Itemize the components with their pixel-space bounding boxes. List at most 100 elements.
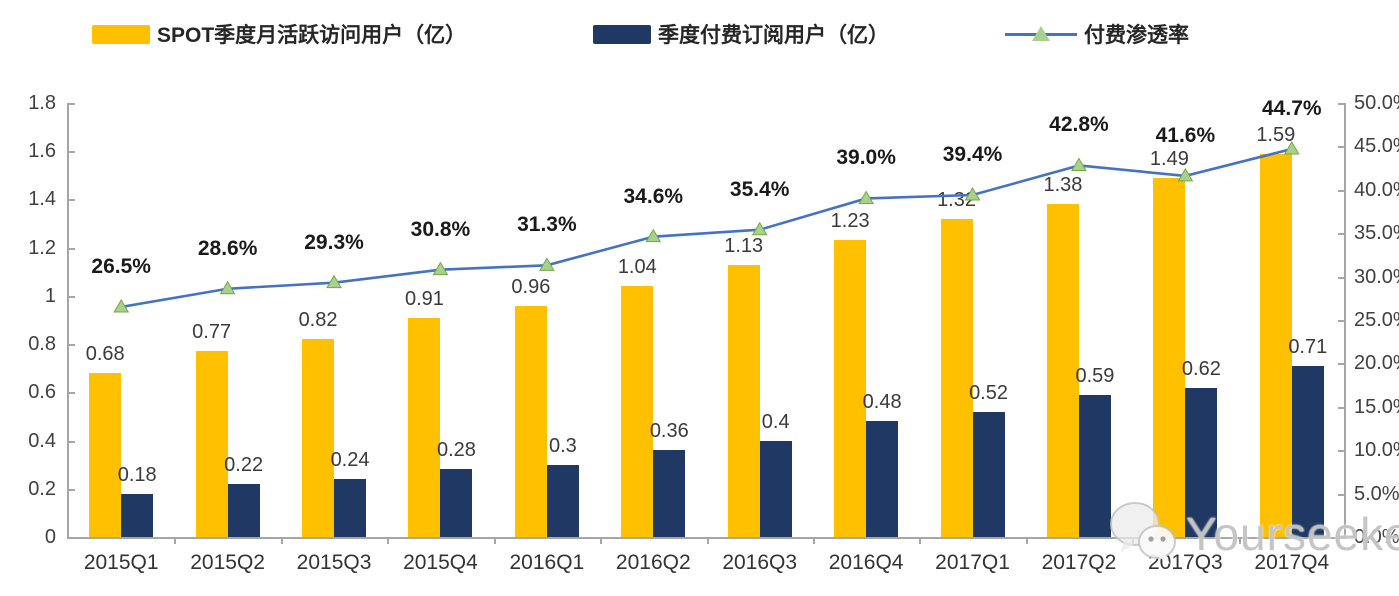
bar-label-mau: 1.13: [724, 234, 764, 257]
x-axis-category-label: 2015Q3: [296, 551, 372, 574]
x-axis-category-label: 2016Q2: [615, 551, 691, 574]
bar-mau: [940, 218, 973, 537]
right-axis-tick-label: 35.0%: [1354, 222, 1399, 245]
penetration-line-path: [120, 147, 1293, 309]
bar-subscribers: [653, 450, 686, 537]
legend-item-subscribers: 季度付费订阅用户（亿）: [593, 22, 889, 47]
triangle-marker-icon: [858, 190, 874, 204]
penetration-point-label: 44.7%: [1262, 97, 1322, 120]
penetration-point-label: 35.4%: [729, 177, 790, 201]
right-axis-tick: [1338, 493, 1345, 496]
bar-label-mau: 1.38: [1043, 174, 1083, 197]
right-axis-tick: [1338, 320, 1345, 322]
penetration-point-label: 28.6%: [197, 236, 258, 260]
bar-mau: [195, 351, 228, 537]
legend-label-mau: SPOT季度月活跃访问用户（亿）: [157, 24, 467, 47]
legend-label-subscribers: 季度付费订阅用户（亿）: [658, 24, 889, 47]
left-axis-tick-label: 1.6: [28, 140, 56, 163]
triangle-marker-icon: [432, 261, 449, 276]
left-axis-tick-label: 0.2: [28, 477, 56, 500]
triangle-marker-icon: [539, 257, 555, 271]
penetration-point-label: 26.5%: [91, 254, 151, 278]
left-axis-tick-label: 0.6: [28, 381, 56, 404]
penetration-point-label: 30.8%: [410, 217, 471, 241]
x-axis-tick: [280, 537, 283, 544]
legend-line-marker: [1005, 22, 1077, 46]
bar-label-subscribers: 0.48: [862, 391, 902, 414]
legend-swatch-subscribers: [593, 24, 651, 44]
left-axis-tick-label: 1.4: [28, 188, 56, 211]
triangle-marker-icon: [964, 187, 981, 201]
bar-mau: [1046, 204, 1079, 537]
bar-subscribers: [1291, 365, 1324, 537]
penetration-point-label: 41.6%: [1155, 123, 1216, 147]
legend-swatch-mau: [92, 24, 150, 44]
right-axis-tick-label: 40.0%: [1354, 178, 1399, 201]
bar-label-mau: 1.04: [617, 256, 657, 279]
bar-label-subscribers: 0.22: [224, 453, 264, 476]
right-axis-tick-label: 50.0%: [1354, 92, 1399, 114]
right-axis-tick-label: 5.0%: [1354, 482, 1399, 505]
left-axis-tick: [68, 488, 75, 491]
left-axis-tick: [68, 103, 75, 105]
bar-label-subscribers: 0.59: [1075, 364, 1115, 387]
right-axis-tick: [1338, 276, 1345, 279]
right-axis-tick: [1338, 406, 1345, 409]
triangle-marker-icon: [1177, 167, 1194, 182]
right-axis-tick-label: 25.0%: [1354, 309, 1399, 331]
left-axis-tick: [68, 151, 75, 154]
x-axis-category-label: 2017Q1: [935, 551, 1010, 574]
x-axis-tick: [706, 537, 709, 544]
penetration-point-label: 29.3%: [304, 230, 364, 254]
penetration-point-label: 31.3%: [517, 213, 577, 237]
triangle-marker-icon: [326, 274, 342, 289]
bar-label-mau: 0.68: [85, 343, 125, 366]
right-axis-tick-label: 0.0%: [1354, 526, 1399, 548]
right-axis-tick: [1338, 233, 1345, 236]
left-axis-tick-label: 0.4: [28, 429, 56, 452]
penetration-point-label: 39.4%: [942, 143, 1003, 166]
bar-label-subscribers: 0.28: [436, 439, 476, 462]
right-axis-tick: [1338, 146, 1345, 149]
x-axis-tick: [387, 537, 390, 544]
penetration-point-label: 34.6%: [623, 184, 684, 208]
penetration-line: [113, 141, 1300, 313]
legend-item-penetration: 付费渗透率: [1005, 22, 1189, 47]
bar-label-subscribers: 0.3: [548, 434, 577, 457]
bar-subscribers: [121, 493, 154, 537]
right-axis-tick-label: 45.0%: [1354, 135, 1399, 158]
bar-subscribers: [440, 469, 473, 537]
penetration-point-label: 39.0%: [836, 146, 896, 170]
bar-label-subscribers: 0.24: [330, 449, 370, 472]
left-axis-tick: [68, 344, 75, 347]
right-axis-tick-label: 30.0%: [1354, 265, 1399, 288]
right-axis-tick-label: 20.0%: [1354, 352, 1399, 375]
x-axis-category-label: 2017Q4: [1254, 551, 1330, 574]
triangle-marker-icon: [645, 228, 662, 243]
bar-label-subscribers: 0.36: [649, 420, 689, 443]
bar-label-mau: 1.59: [1256, 123, 1296, 146]
bar-label-subscribers: 0.62: [1181, 357, 1221, 380]
right-axis-tick: [1338, 103, 1345, 105]
bar-mau: [621, 286, 654, 537]
bar-label-mau: 1.49: [1149, 147, 1189, 170]
x-axis-category-label: 2015Q2: [190, 551, 265, 574]
bar-mau: [834, 240, 867, 537]
bar-subscribers: [334, 479, 367, 537]
x-axis-tick: [1132, 537, 1135, 544]
right-axis-tick: [1338, 189, 1345, 192]
bar-subscribers: [1185, 387, 1218, 537]
bar-label-subscribers: 0.18: [117, 463, 157, 486]
right-axis-tick: [1338, 363, 1345, 366]
bar-subscribers: [227, 483, 260, 537]
bar-label-subscribers: 0.52: [969, 381, 1008, 404]
right-axis-tick-label: 15.0%: [1354, 395, 1399, 418]
left-axis-tick: [68, 247, 75, 250]
bar-subscribers: [546, 464, 579, 537]
bar-label-mau: 0.77: [192, 321, 232, 344]
left-axis-tick-label: 1: [44, 284, 56, 307]
x-axis-category-label: 2016Q1: [509, 551, 585, 574]
x-axis-category-label: 2015Q4: [403, 551, 478, 574]
